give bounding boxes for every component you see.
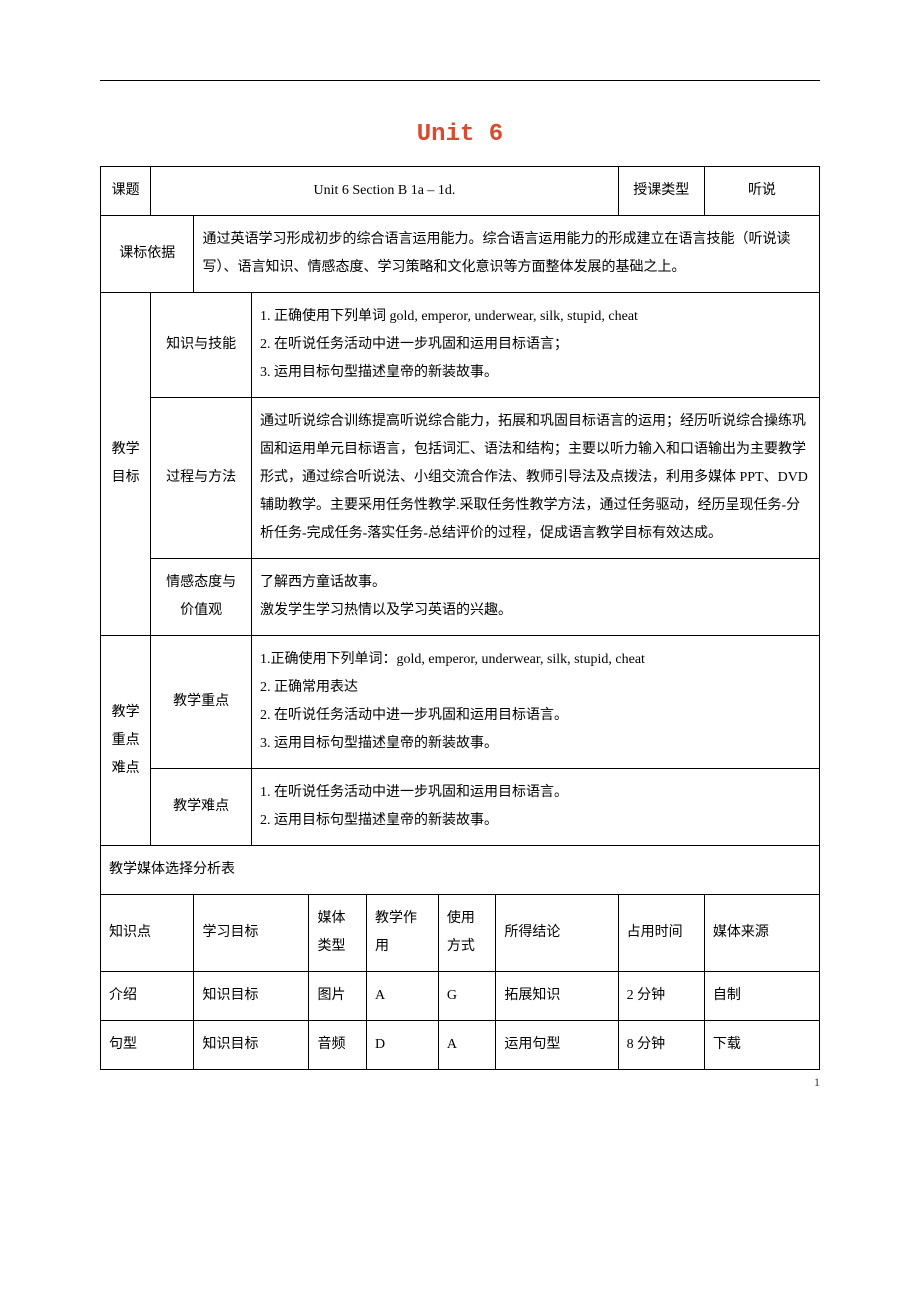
media-col-1: 知识点 xyxy=(101,895,194,972)
emotion-label: 情感态度与价值观 xyxy=(151,559,252,636)
media-cell: 知识目标 xyxy=(194,972,309,1021)
knowledge-text: 1. 正确使用下列单词 gold, emperor, underwear, si… xyxy=(251,293,819,398)
difficult-point-row: 教学难点 1. 在听说任务活动中进一步巩固和运用目标语言。 2. 运用目标句型描… xyxy=(101,769,820,846)
media-row: 句型 知识目标 音频 D A 运用句型 8 分钟 下载 xyxy=(101,1021,820,1070)
media-col-8: 媒体来源 xyxy=(704,895,819,972)
media-cell: 下载 xyxy=(704,1021,819,1070)
media-cell: 2 分钟 xyxy=(618,972,704,1021)
process-label: 过程与方法 xyxy=(151,398,252,559)
page-number: 1 xyxy=(814,1075,820,1090)
media-cell: 自制 xyxy=(704,972,819,1021)
media-cell: 8 分钟 xyxy=(618,1021,704,1070)
media-cell: 图片 xyxy=(309,972,367,1021)
topic-row: 课题 Unit 6 Section B 1a – 1d. 授课类型 听说 xyxy=(101,167,820,216)
standard-label: 课标依据 xyxy=(101,216,194,293)
media-row: 介绍 知识目标 图片 A G 拓展知识 2 分钟 自制 xyxy=(101,972,820,1021)
process-text: 通过听说综合训练提高听说综合能力，拓展和巩固目标语言的运用；经历听说综合操练巩固… xyxy=(251,398,819,559)
media-col-2: 学习目标 xyxy=(194,895,309,972)
knowledge-label: 知识与技能 xyxy=(151,293,252,398)
difficult-text: 1. 在听说任务活动中进一步巩固和运用目标语言。 2. 运用目标句型描述皇帝的新… xyxy=(251,769,819,846)
topic-value: Unit 6 Section B 1a – 1d. xyxy=(151,167,618,216)
topic-label: 课题 xyxy=(101,167,151,216)
media-cell: 知识目标 xyxy=(194,1021,309,1070)
media-cell: 音频 xyxy=(309,1021,367,1070)
key-difficult-label: 教学重点难点 xyxy=(101,636,151,846)
media-analysis-header: 教学媒体选择分析表 xyxy=(101,846,820,895)
media-col-3: 媒体类型 xyxy=(309,895,367,972)
standard-row: 课标依据 通过英语学习形成初步的综合语言运用能力。综合语言运用能力的形成建立在语… xyxy=(101,216,820,293)
type-label: 授课类型 xyxy=(618,167,704,216)
emotion-text: 了解西方童话故事。 激发学生学习热情以及学习英语的兴趣。 xyxy=(251,559,819,636)
media-cell: 拓展知识 xyxy=(496,972,618,1021)
type-value: 听说 xyxy=(704,167,819,216)
media-cell: 句型 xyxy=(101,1021,194,1070)
difficult-label: 教学难点 xyxy=(151,769,252,846)
media-table-header: 知识点 学习目标 媒体类型 教学作用 使用方式 所得结论 占用时间 媒体来源 xyxy=(101,895,820,972)
key-label: 教学重点 xyxy=(151,636,252,769)
objective-knowledge-row: 教学目标 知识与技能 1. 正确使用下列单词 gold, emperor, un… xyxy=(101,293,820,398)
key-text: 1.正确使用下列单词：gold, emperor, underwear, sil… xyxy=(251,636,819,769)
media-col-6: 所得结论 xyxy=(496,895,618,972)
media-col-7: 占用时间 xyxy=(618,895,704,972)
objectives-label: 教学目标 xyxy=(101,293,151,636)
lesson-plan-table: 课题 Unit 6 Section B 1a – 1d. 授课类型 听说 课标依… xyxy=(100,166,820,1070)
media-cell: A xyxy=(367,972,439,1021)
media-cell: D xyxy=(367,1021,439,1070)
media-cell: 运用句型 xyxy=(496,1021,618,1070)
media-col-4: 教学作用 xyxy=(367,895,439,972)
objective-process-row: 过程与方法 通过听说综合训练提高听说综合能力，拓展和巩固目标语言的运用；经历听说… xyxy=(101,398,820,559)
standard-text: 通过英语学习形成初步的综合语言运用能力。综合语言运用能力的形成建立在语言技能（听… xyxy=(194,216,820,293)
top-rule xyxy=(100,80,820,81)
media-col-5: 使用方式 xyxy=(438,895,496,972)
media-cell: 介绍 xyxy=(101,972,194,1021)
objective-emotion-row: 情感态度与价值观 了解西方童话故事。 激发学生学习热情以及学习英语的兴趣。 xyxy=(101,559,820,636)
key-point-row: 教学重点难点 教学重点 1.正确使用下列单词：gold, emperor, un… xyxy=(101,636,820,769)
media-cell: A xyxy=(438,1021,496,1070)
media-analysis-header-row: 教学媒体选择分析表 xyxy=(101,846,820,895)
document-title: Unit 6 xyxy=(100,121,820,148)
media-cell: G xyxy=(438,972,496,1021)
